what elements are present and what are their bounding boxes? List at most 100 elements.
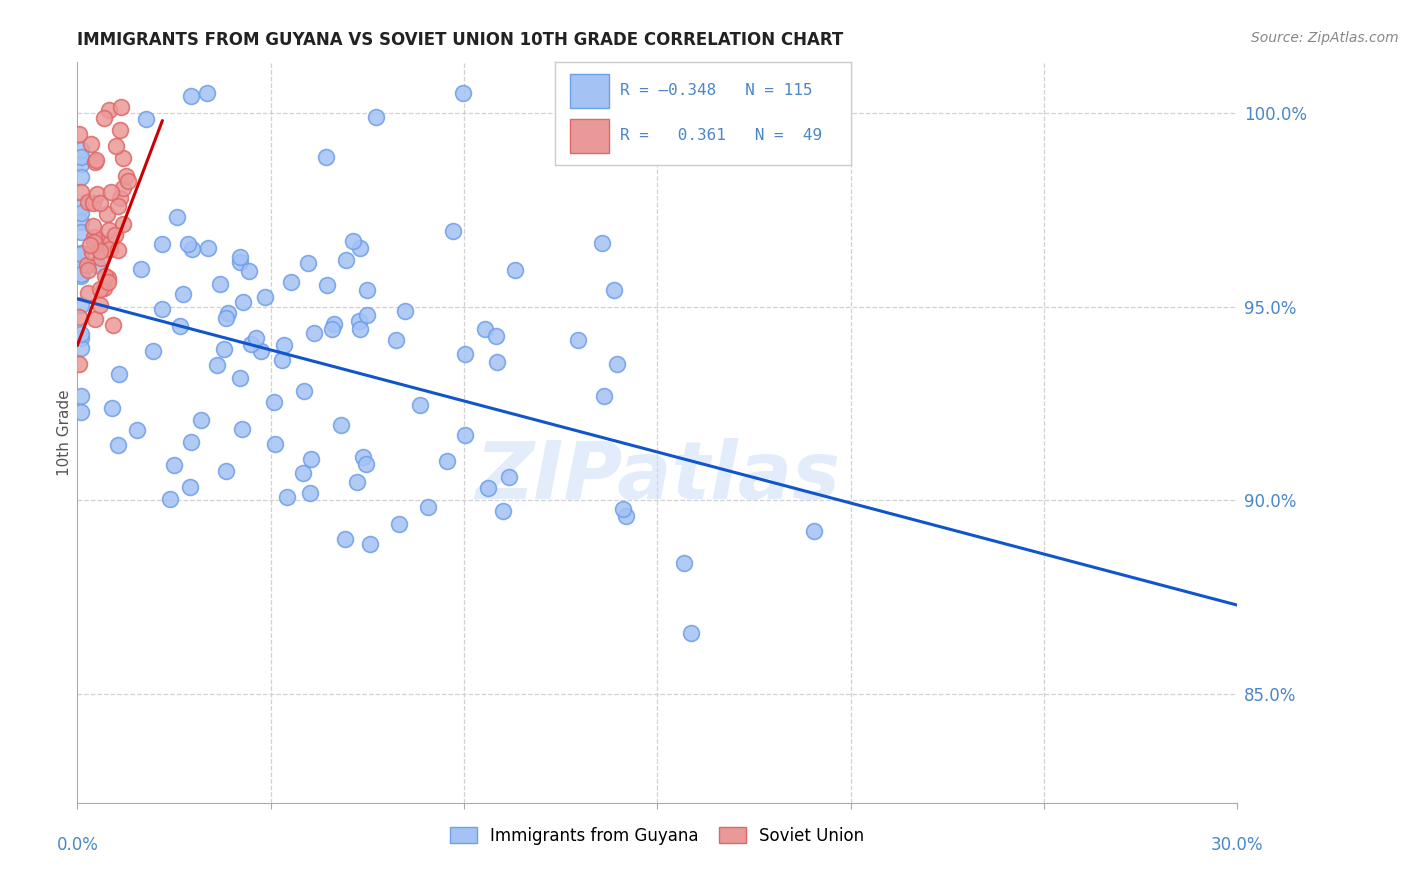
Point xyxy=(321,322,343,336)
Point xyxy=(180,435,202,450)
Point xyxy=(323,317,346,331)
Point xyxy=(70,258,93,272)
Point xyxy=(335,252,357,267)
Point xyxy=(67,310,90,324)
Point xyxy=(486,355,509,369)
Point xyxy=(107,438,129,452)
Point xyxy=(356,308,378,322)
Point xyxy=(803,524,825,538)
Point xyxy=(70,389,93,403)
Point xyxy=(70,169,93,184)
Point xyxy=(180,88,202,103)
Point xyxy=(273,338,295,352)
Point xyxy=(315,150,337,164)
Point xyxy=(70,215,93,229)
Point xyxy=(316,278,339,293)
Point xyxy=(254,290,277,304)
Point xyxy=(70,206,93,220)
Point xyxy=(82,244,104,259)
Point xyxy=(90,251,112,265)
Point xyxy=(97,271,120,285)
Point xyxy=(416,500,439,514)
Point xyxy=(84,311,107,326)
Point xyxy=(70,150,93,164)
Text: ZIPatlas: ZIPatlas xyxy=(475,438,839,516)
Point xyxy=(90,235,112,250)
Point xyxy=(89,298,111,312)
Point xyxy=(593,389,616,403)
Point xyxy=(79,238,101,252)
Point xyxy=(492,503,515,517)
Point xyxy=(70,247,93,261)
Point xyxy=(104,139,127,153)
Point xyxy=(354,457,377,471)
Point xyxy=(67,357,90,371)
Point xyxy=(150,236,173,251)
Point xyxy=(503,262,526,277)
Point xyxy=(591,236,613,251)
Point xyxy=(280,276,302,290)
Point xyxy=(197,241,219,255)
FancyBboxPatch shape xyxy=(571,119,609,153)
Point xyxy=(82,219,104,234)
Point xyxy=(169,318,191,333)
Point xyxy=(347,314,370,328)
Point xyxy=(229,371,252,385)
Point xyxy=(330,417,353,432)
Text: 0.0%: 0.0% xyxy=(56,836,98,855)
Point xyxy=(94,269,117,284)
Point xyxy=(603,283,626,297)
Point xyxy=(346,475,368,489)
Point xyxy=(229,254,252,268)
Point xyxy=(83,154,105,169)
Point xyxy=(179,480,201,494)
Point xyxy=(454,347,477,361)
Point xyxy=(107,243,129,257)
FancyBboxPatch shape xyxy=(571,74,609,108)
Point xyxy=(107,199,129,213)
Point xyxy=(498,470,520,484)
Point xyxy=(70,267,93,281)
Text: Source: ZipAtlas.com: Source: ZipAtlas.com xyxy=(1251,31,1399,45)
Point xyxy=(239,337,262,351)
Point xyxy=(70,405,93,419)
Point xyxy=(384,334,406,348)
Point xyxy=(125,423,148,437)
Point xyxy=(111,181,134,195)
Point xyxy=(474,322,496,336)
Point xyxy=(108,123,131,137)
Point xyxy=(70,200,93,214)
Point xyxy=(302,326,325,340)
Point xyxy=(342,235,364,249)
Point xyxy=(83,230,105,244)
Point xyxy=(215,464,238,478)
Point xyxy=(299,452,322,467)
Point xyxy=(76,263,98,277)
Point xyxy=(436,454,458,468)
Point xyxy=(101,318,124,332)
Point xyxy=(209,277,232,291)
Point xyxy=(96,207,118,221)
Point xyxy=(409,398,432,412)
Point xyxy=(172,286,194,301)
Point xyxy=(163,458,186,473)
Point xyxy=(82,195,104,210)
Point xyxy=(89,244,111,258)
Point xyxy=(477,481,499,495)
Point xyxy=(150,301,173,316)
Point xyxy=(67,127,90,141)
Point xyxy=(110,191,132,205)
Point xyxy=(110,100,132,114)
Text: 30.0%: 30.0% xyxy=(1211,836,1264,855)
Point xyxy=(86,187,108,202)
Point xyxy=(117,173,139,187)
Point xyxy=(297,256,319,270)
Point xyxy=(70,331,93,345)
Point xyxy=(291,466,314,480)
Point xyxy=(70,326,93,341)
Point xyxy=(606,357,628,371)
Point xyxy=(232,295,254,310)
Point xyxy=(86,258,108,272)
Point xyxy=(298,485,321,500)
Point xyxy=(114,169,136,183)
